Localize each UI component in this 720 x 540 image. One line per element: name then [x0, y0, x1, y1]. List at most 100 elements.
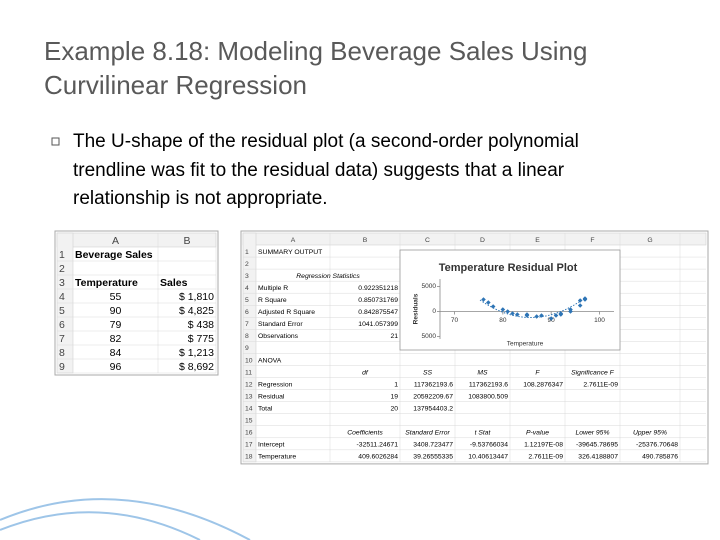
cell: Coefficients: [347, 430, 383, 437]
cell: 0.922351218: [358, 285, 398, 292]
cell: -39645.78695: [576, 442, 618, 449]
point: [486, 300, 491, 305]
row-number: 4: [245, 285, 249, 292]
cell: 82: [110, 333, 122, 345]
col-header: G: [647, 237, 652, 244]
cell: $ 1,810: [179, 291, 214, 303]
cell: 96: [110, 361, 122, 373]
cell: Standard Error: [258, 321, 303, 328]
cell: 2.7611E-09: [583, 381, 618, 388]
row-number: 5: [245, 297, 249, 304]
point: [515, 312, 520, 317]
y-axis-label: Residuals: [413, 293, 420, 324]
row-number: 6: [59, 319, 65, 331]
row-number: 1: [245, 249, 249, 256]
x-tick-label: 70: [451, 317, 459, 324]
point: [481, 297, 486, 302]
row-number: 17: [245, 442, 253, 449]
cell: 326.4188807: [578, 454, 618, 461]
cell: 1041.057399: [358, 321, 398, 328]
point: [558, 311, 564, 316]
row-number: 14: [245, 405, 253, 412]
col-header: D: [480, 237, 485, 244]
cell: ANOVA: [258, 357, 282, 364]
row-number: 12: [245, 381, 253, 388]
cell: -32511.24671: [357, 442, 399, 449]
slide-title: Example 8.18: Modeling Beverage Sales Us…: [44, 36, 588, 100]
row-number: 3: [59, 277, 65, 289]
cell: Sales: [160, 277, 188, 289]
cell: $ 8,692: [179, 361, 214, 373]
cell: 79: [110, 319, 122, 331]
cell: 39.26555335: [413, 454, 453, 461]
row-number: 7: [245, 321, 249, 328]
row-number: 2: [245, 261, 249, 268]
cell: 55: [110, 291, 122, 303]
point: [577, 298, 583, 303]
cell: -9.53766034: [470, 442, 508, 449]
point: [539, 313, 544, 318]
cell: SUMMARY OUTPUT: [258, 249, 322, 256]
cell: Adjusted R Square: [258, 309, 315, 316]
cell: -25376.70648: [636, 442, 678, 449]
point: [582, 296, 588, 301]
cell: t Stat: [475, 430, 492, 437]
cell: 0.842875547: [358, 309, 398, 316]
x-tick-label: 90: [548, 317, 556, 324]
row-number: 8: [245, 333, 249, 340]
cell: 84: [110, 347, 122, 359]
row-number: 2: [59, 263, 65, 275]
cell: 117362193.6: [469, 381, 508, 388]
row-number: 8: [59, 347, 65, 359]
cell: Temperature: [258, 454, 296, 461]
col-header: A: [291, 237, 296, 244]
row-number: 1: [59, 249, 65, 261]
y-tick-label: 5000: [422, 333, 437, 340]
cell: 20: [390, 405, 398, 412]
row-number: 6: [245, 309, 249, 316]
header-row: [242, 232, 707, 246]
point: [510, 311, 515, 316]
point: [524, 313, 530, 318]
row-number: 9: [245, 345, 249, 352]
point: [577, 303, 583, 308]
cell: SS: [423, 369, 433, 376]
cell: 0.850731769: [358, 297, 398, 304]
col-header: B: [363, 237, 368, 244]
cell: 108.2876347: [523, 381, 563, 388]
cell: 10.40613447: [468, 454, 508, 461]
cell: Residual: [258, 393, 285, 400]
cell: 3408.723477: [413, 442, 453, 449]
point: [568, 307, 573, 312]
row-number: 13: [245, 393, 253, 400]
cell: $ 4,825: [179, 305, 214, 317]
cell: Upper 95%: [633, 430, 667, 437]
cell: 19: [390, 393, 398, 400]
row-number: 10: [245, 357, 253, 364]
cell: P-value: [526, 430, 549, 437]
trendline: [479, 297, 586, 318]
point: [505, 309, 510, 314]
col-header: A: [112, 235, 119, 247]
decoration: [0, 498, 251, 540]
cell: 1: [394, 381, 398, 388]
point: [490, 304, 496, 309]
point: [553, 313, 559, 318]
chart-title: Temperature Residual Plot: [439, 262, 578, 274]
header-row: [56, 232, 217, 248]
cell: 1.12197E-08: [524, 442, 563, 449]
row-number: 16: [245, 430, 253, 437]
point: [534, 314, 539, 319]
cell: Intercept: [258, 442, 285, 449]
col-header: B: [183, 235, 190, 247]
cell: Standard Error: [405, 430, 450, 437]
x-tick-label: 100: [594, 317, 605, 324]
cell: Observations: [258, 333, 299, 340]
cell: $ 438: [188, 319, 214, 331]
row-number: 15: [245, 418, 253, 425]
col-header: E: [535, 237, 540, 244]
row-number: 11: [245, 369, 252, 376]
bullet-glyph: [51, 137, 60, 146]
